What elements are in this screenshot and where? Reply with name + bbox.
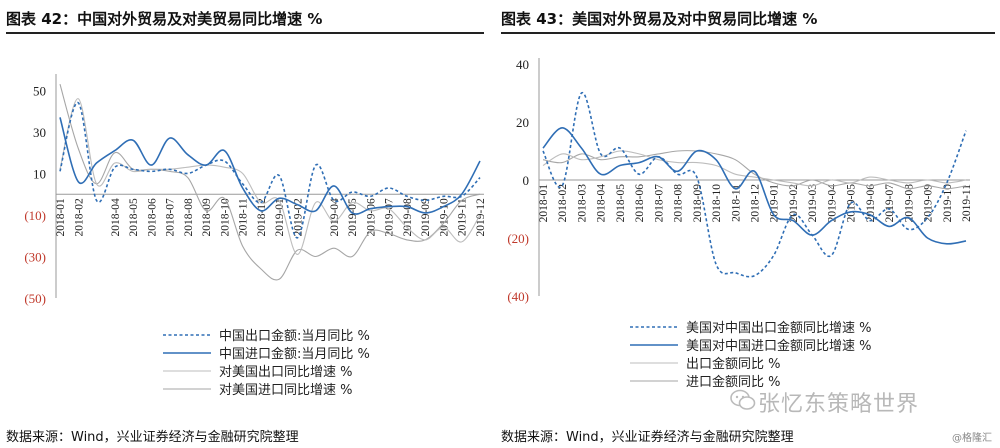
x-tick-label: 2018-11 (730, 184, 742, 222)
x-tick-label: 2019-07 (884, 184, 896, 223)
x-tick-label: 2018-02 (557, 184, 569, 223)
x-tick-label: 2018-08 (673, 184, 685, 223)
x-tick-label: 2019-12 (475, 198, 487, 237)
x-tick-label: 2018-01 (538, 184, 550, 223)
x-tick-label: 2018-05 (615, 184, 627, 223)
x-tick-label: 2018-05 (128, 198, 140, 237)
chart-42: 50 30 10 (10) (30) (50) 2018-01 2018-02 2018-04 2… (24, 74, 487, 398)
x-tick-label: 2019-08 (402, 198, 414, 237)
series-line-3 (59, 98, 481, 255)
x-tick-label: 2018-06 (146, 198, 158, 237)
x-tick-label: 2019-07 (384, 198, 396, 237)
legend-label-2: 美国对中国进口金额同比增速 % (686, 338, 872, 354)
legend-label-4: 对美国进口同比增速 % (219, 383, 353, 398)
x-tick-label: 2018-08 (183, 198, 195, 237)
legend-label-3: 对美国出口同比增速 % (219, 365, 353, 380)
series-line-2 (542, 126, 967, 245)
x-tick-label: 2018-12 (256, 198, 268, 237)
legend-label-3: 出口金额同比 % (686, 356, 781, 372)
series-line-4 (59, 84, 481, 281)
watermark: 张忆东策略世界 (758, 392, 920, 417)
x-tick-label: 2019-04 (826, 184, 838, 223)
y-tick-label: (30) (24, 249, 46, 264)
y-tick-label: 40 (516, 57, 529, 72)
series-line-3 (542, 150, 967, 187)
legend-label-2: 中国进口金额:当月同比 % (219, 346, 370, 362)
legend-label-4: 进口金额同比 % (686, 374, 781, 390)
x-tick-label: 2018-07 (165, 198, 177, 237)
series-line-1 (59, 101, 481, 239)
y-tick-label: 10 (33, 166, 46, 181)
x-tick-label: 2019-01 (274, 198, 286, 237)
legend-label-1: 美国对中国出口金额同比增速 % (686, 320, 872, 336)
y-tick-label: (10) (24, 208, 46, 223)
chart-43: 40 20 0 (20) (40) 2018-01 2018-02 2018-03 2018-0… (507, 57, 973, 390)
y-tick-label: 30 (33, 125, 46, 140)
y-tick-label: (20) (507, 231, 529, 246)
x-tick-label: 2019-02 (788, 184, 800, 223)
x-tick-label: 2018-09 (201, 198, 213, 237)
y-tick-label: 20 (516, 115, 529, 130)
x-tick-label: 2018-06 (634, 184, 646, 223)
y-tick-label: 0 (523, 173, 530, 188)
x-tick-label: 2019-11 (961, 184, 973, 222)
x-tick-label: 2018-02 (73, 198, 85, 237)
series-line-2 (59, 117, 481, 215)
x-tick-label: 2018-01 (55, 198, 67, 237)
chart-42-title: 图表 42：中国对外贸易及对美贸易同比增速 % (6, 10, 323, 28)
y-tick-label: (50) (24, 291, 46, 306)
x-tick-label: 2018-10 (711, 184, 723, 223)
x-tick-label: 2019-05 (347, 198, 359, 237)
corner-tag: @格隆汇 (952, 433, 992, 444)
x-tick-label: 2019-03 (807, 184, 819, 223)
wechat-icon (730, 389, 756, 410)
x-tick-label: 2018-09 (692, 184, 704, 223)
x-tick-label: 2019-08 (903, 184, 915, 223)
chart-43-title-rule (501, 32, 995, 34)
x-tick-label: 2018-11 (238, 198, 250, 236)
legend-label-1: 中国出口金额:当月同比 % (219, 328, 370, 344)
x-tick-label: 2018-10 (219, 198, 231, 237)
series-line-4 (542, 150, 967, 190)
x-tick-label: 2019-11 (457, 198, 469, 236)
x-tick-label: 2018-04 (110, 198, 122, 237)
x-tick-label: 2019-09 (923, 184, 935, 223)
x-tick-label: 2018-07 (653, 184, 665, 223)
chart-43-source: 数据来源：Wind，兴业证券经济与金融研究院整理 (501, 430, 794, 445)
x-tick-label: 2018-03 (576, 184, 588, 223)
x-tick-label: 2019-04 (329, 198, 341, 237)
x-tick-label: 2018-04 (596, 184, 608, 223)
chart-42-source: 数据来源：Wind，兴业证券经济与金融研究院整理 (6, 430, 299, 445)
x-tick-label: 2019-09 (420, 198, 432, 237)
y-tick-label: (40) (507, 289, 529, 304)
y-tick-label: 50 (33, 83, 46, 98)
x-tick-label: 2019-06 (865, 184, 877, 223)
chart-43-title: 图表 43：美国对外贸易及对中贸易同比增速 % (501, 10, 818, 28)
x-tick-label: 2019-10 (942, 184, 954, 223)
x-tick-label: 2018-12 (750, 184, 762, 223)
chart-42-title-rule (6, 32, 484, 34)
